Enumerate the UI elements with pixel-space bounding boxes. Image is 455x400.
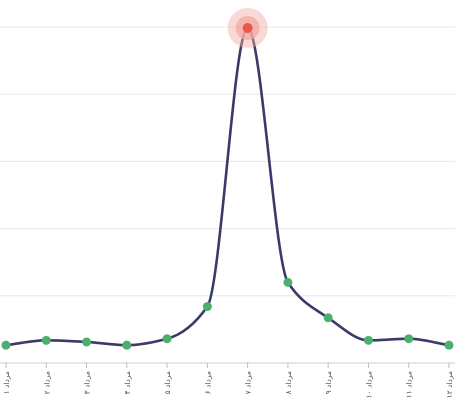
series-line xyxy=(4,26,451,347)
highlighted-data-point[interactable] xyxy=(242,23,253,33)
series-line-layer xyxy=(4,26,451,347)
data-point[interactable] xyxy=(323,313,333,323)
x-tick-label: ۱۲ مرداد xyxy=(445,371,454,398)
data-point[interactable] xyxy=(363,335,373,345)
x-tick-label: ۵ مرداد xyxy=(163,371,172,394)
x-tick-label: ۸ مرداد xyxy=(284,371,293,394)
data-points xyxy=(1,8,454,350)
data-point[interactable] xyxy=(404,334,414,344)
x-tick-label: ۶ مرداد xyxy=(203,371,212,394)
x-tick-label: ۱۱ مرداد xyxy=(405,371,414,398)
data-point[interactable] xyxy=(202,302,212,312)
x-tick-label: ۴ مرداد xyxy=(123,371,132,394)
data-point[interactable] xyxy=(82,337,92,347)
data-point[interactable] xyxy=(444,340,454,350)
data-point[interactable] xyxy=(1,340,11,350)
x-tick-labels: ۱ مرداد ۲ مرداد ۳ مرداد ۴ مرداد ۵ مرداد ۶ مرد… xyxy=(2,371,454,398)
x-tick-label: ۱۰ مرداد xyxy=(364,371,373,398)
x-tick-label: ۳ مرداد xyxy=(83,371,92,394)
data-point[interactable] xyxy=(122,340,132,350)
data-point[interactable] xyxy=(283,277,293,287)
data-point[interactable] xyxy=(41,335,51,345)
data-point[interactable] xyxy=(162,334,172,344)
x-tick-label: ۱ مرداد xyxy=(2,371,11,394)
x-tick-label: ۲ مرداد xyxy=(42,371,51,394)
x-tick-label: ۹ مرداد xyxy=(324,371,333,394)
x-tick-label: ۷ مرداد xyxy=(244,371,253,394)
x-axis xyxy=(0,362,455,368)
